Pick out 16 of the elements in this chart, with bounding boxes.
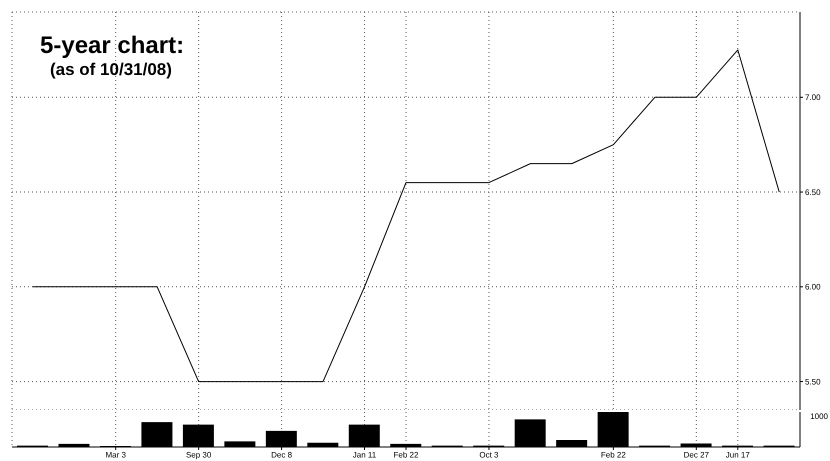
x-tick-label: Dec 27 bbox=[684, 450, 710, 460]
text: (as of 10/31/08) bbox=[50, 60, 173, 80]
x-tick-label: Sep 30 bbox=[186, 450, 212, 460]
x-tick-label: Feb 22 bbox=[600, 450, 626, 460]
x-tick-label: Feb 22 bbox=[394, 450, 420, 460]
y-tick-label: 7.00 bbox=[805, 93, 822, 102]
x-tick-label: Mar 3 bbox=[105, 450, 126, 460]
text: 5-year chart: bbox=[40, 32, 184, 60]
x-tick-label: Jan 11 bbox=[352, 450, 377, 460]
x-tick-label: Jun 17 bbox=[726, 450, 750, 460]
y-tick-label: 6.50 bbox=[805, 188, 822, 197]
text: 1000 bbox=[810, 412, 828, 421]
y-tick-label: 5.50 bbox=[805, 377, 822, 386]
x-tick-label: Oct 3 bbox=[479, 450, 500, 460]
y-tick-label: 6.00 bbox=[805, 282, 822, 292]
x-tick-label: Dec 8 bbox=[271, 450, 293, 460]
